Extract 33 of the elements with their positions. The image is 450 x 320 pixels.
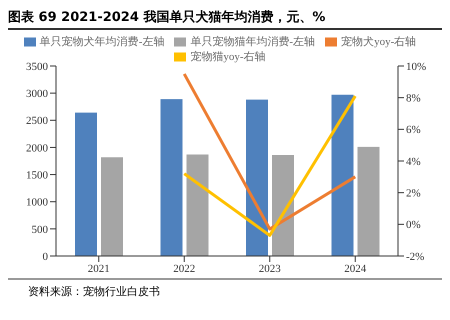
y-tick-label: 500	[32, 224, 48, 236]
x-tick-label: 2021	[88, 262, 110, 275]
y2-tick-label: 6%	[406, 124, 421, 136]
bar	[160, 99, 182, 256]
legend-label: 单只宠物犬年均消费-左轴	[40, 36, 164, 48]
bar	[358, 146, 380, 256]
y-tick-label: 1500	[26, 169, 48, 182]
legend-label: 宠物犬yoy-右轴	[341, 36, 416, 48]
y-tick-label: 2500	[26, 115, 48, 128]
bar	[272, 155, 294, 256]
text: 资料来源：宠物行业白皮书	[28, 284, 161, 299]
y2-tick-label: 10%	[406, 60, 426, 73]
bar	[332, 94, 354, 256]
y2-tick-label: 0%	[406, 219, 421, 232]
y2-tick-label: 4%	[406, 156, 421, 168]
y-tick-label: 1000	[26, 196, 48, 209]
chart-title: 图表 69 2021-2024 我国单只犬猫年均消费，元、%	[8, 8, 442, 30]
y-tick-label: 3000	[26, 88, 48, 100]
y-tick-label: 0	[42, 250, 48, 263]
y-tick-label: 3500	[26, 60, 48, 73]
bar	[75, 112, 97, 256]
bar	[246, 100, 268, 256]
y-tick-label: 2000	[26, 142, 48, 154]
bar	[101, 157, 123, 256]
x-tick-label: 2023	[258, 262, 282, 275]
y2-tick-label: 2%	[406, 188, 421, 200]
bar	[186, 154, 208, 256]
legend-label: 宠物猫yoy-右轴	[190, 51, 266, 63]
y2-tick-label: 8%	[406, 92, 421, 105]
legend-label: 单只宠物猫年均消费-左轴	[190, 36, 316, 48]
y2-tick-label: -2%	[406, 250, 424, 263]
x-tick-label: 2024	[344, 262, 367, 275]
x-tick-label: 2022	[173, 262, 196, 275]
